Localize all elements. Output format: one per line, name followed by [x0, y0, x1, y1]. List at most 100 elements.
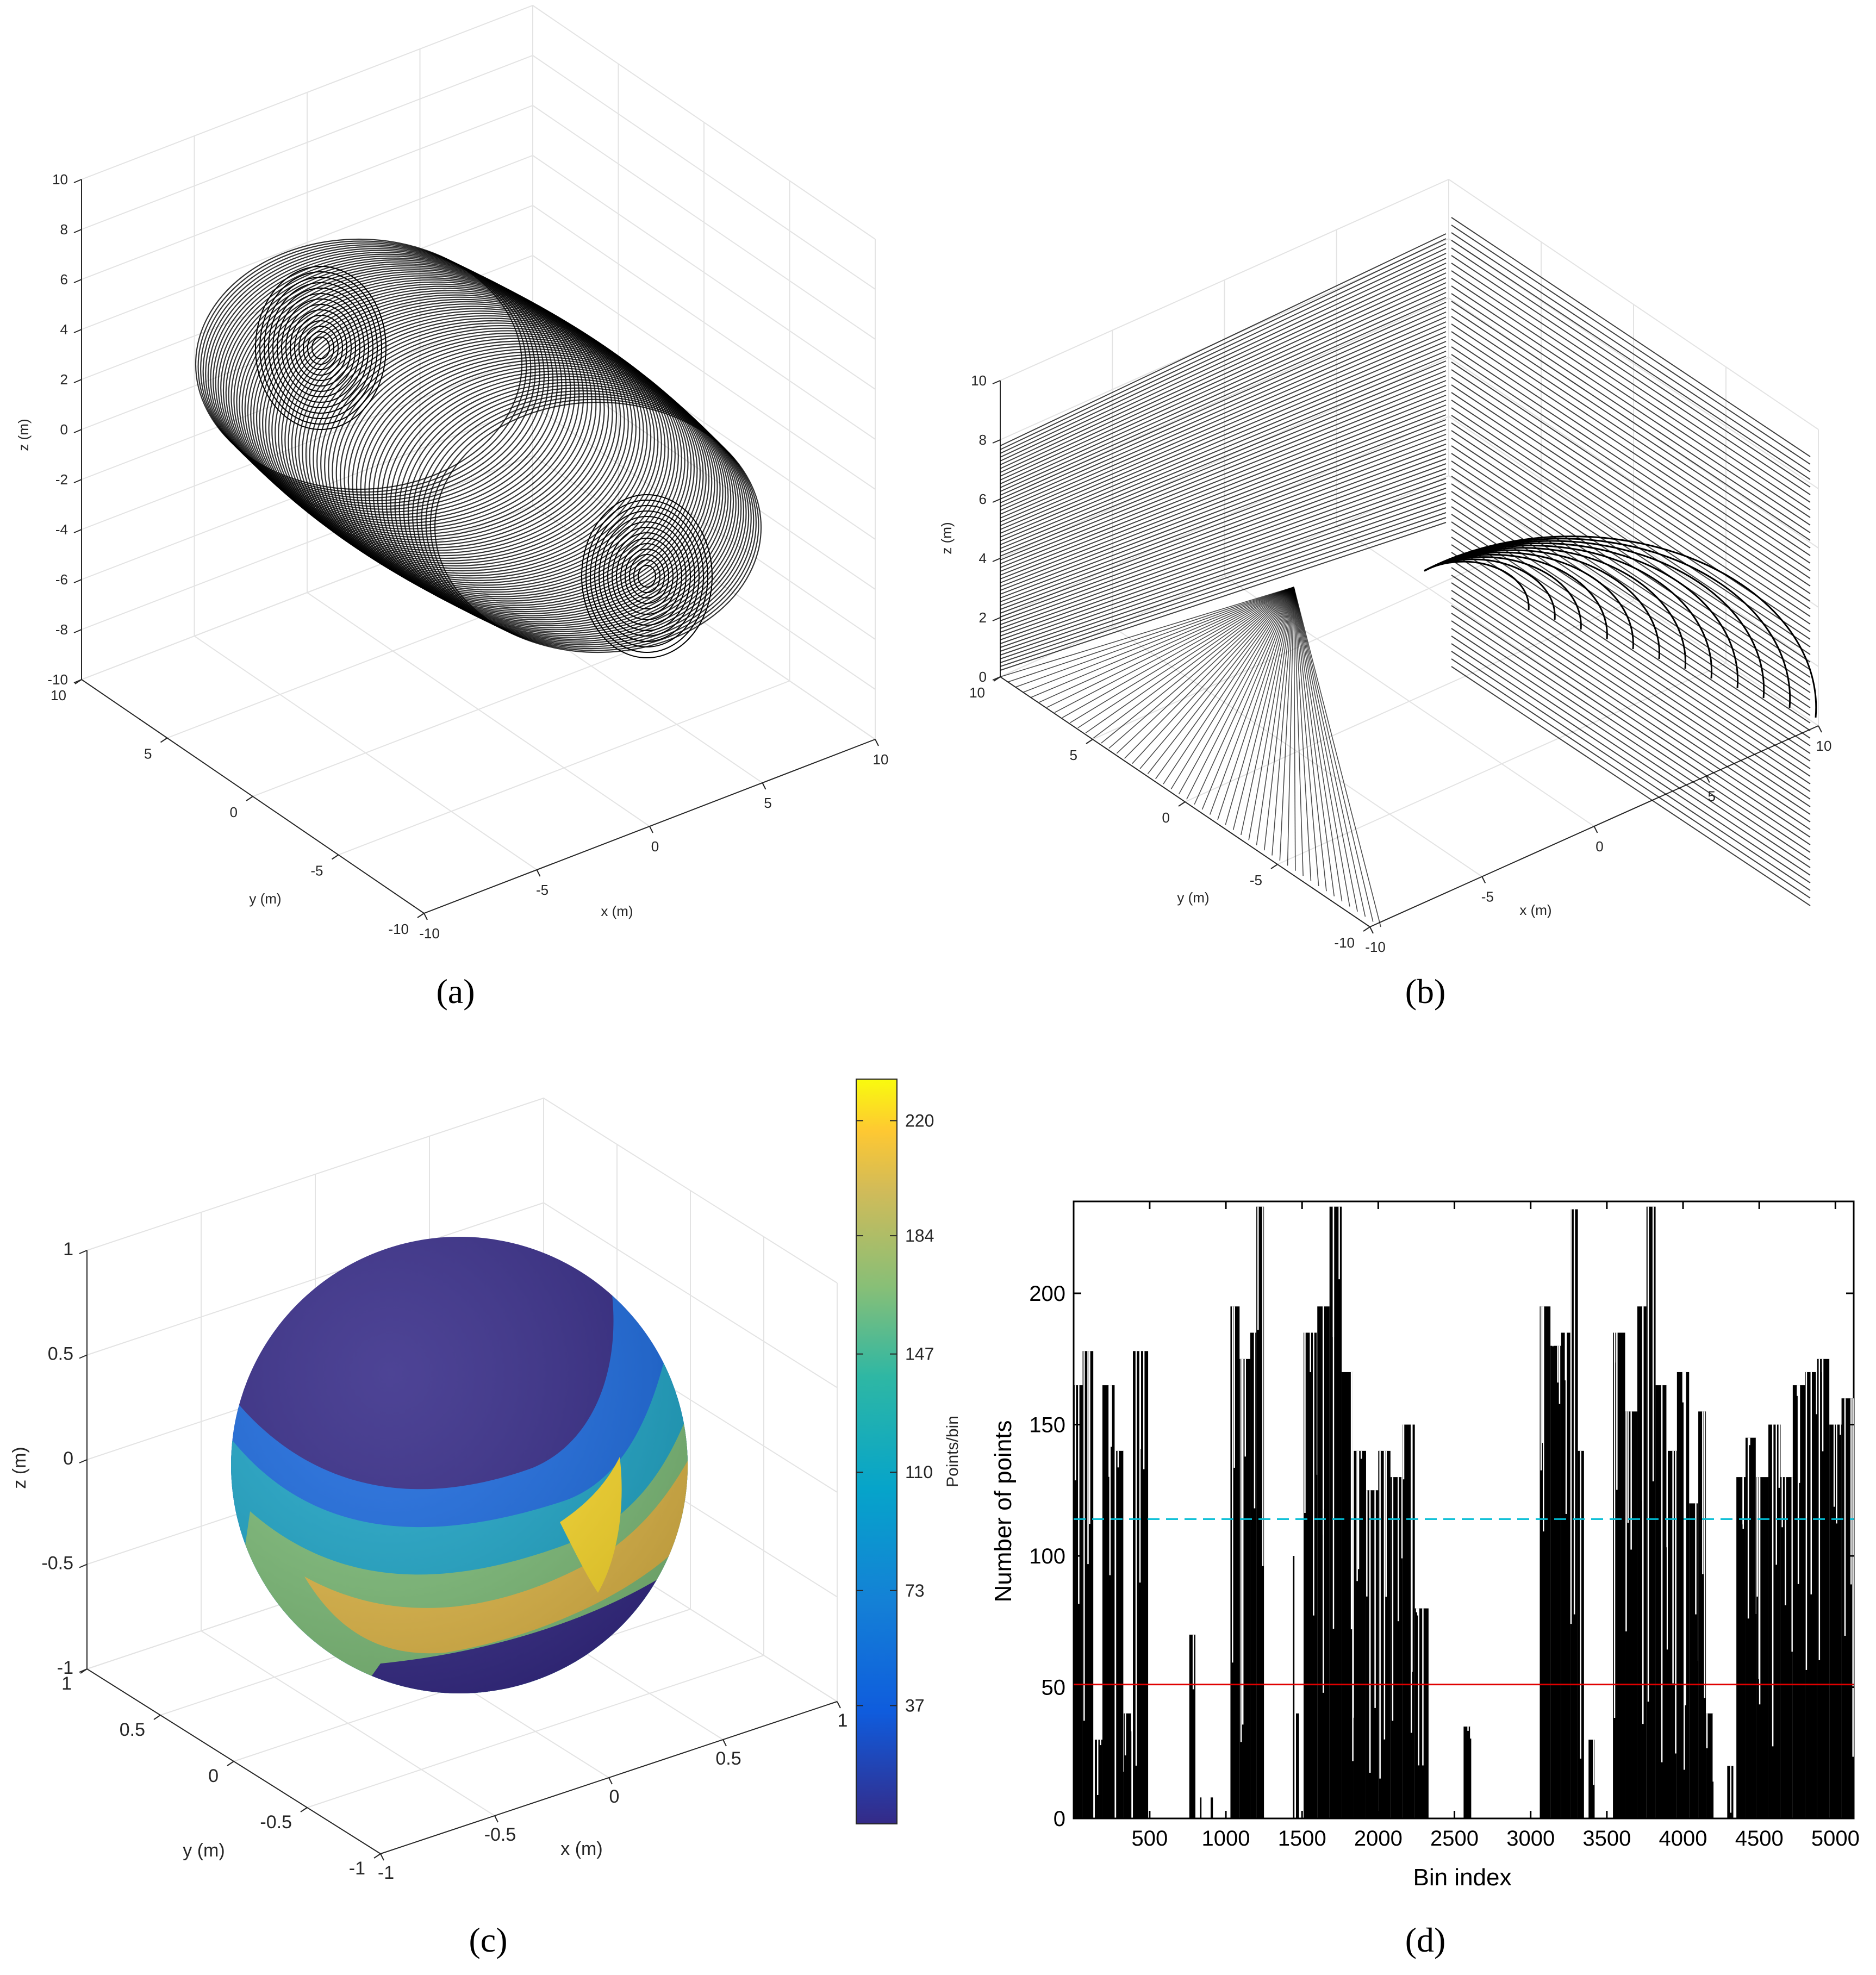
x-tick-label: 4500: [1735, 1827, 1784, 1851]
y-tick-label: 0: [1162, 809, 1170, 826]
x-tick-label: 5: [764, 795, 771, 811]
panel-b-trajectory: [1000, 217, 1817, 927]
y-tick-label: 100: [1029, 1544, 1065, 1568]
panel-c-colorbar: 37 73 110 147 184 220 Points/bin: [856, 1079, 962, 1824]
x-tick-label: 10: [1816, 738, 1832, 754]
z-tick-label: -2: [55, 471, 68, 488]
colorbar-ticks: 37 73 110 147 184 220: [856, 1111, 934, 1715]
bar-group: [1295, 1713, 1299, 1818]
colorbar-tick-label: 220: [905, 1111, 934, 1130]
bar-group: [1613, 1332, 1625, 1818]
bar-group: [1354, 1450, 1366, 1818]
z-tick-label: -8: [55, 621, 68, 638]
z-tick-label: 0: [979, 669, 987, 685]
x-tick-label: 10: [873, 751, 889, 768]
bar-group: [1841, 1398, 1854, 1818]
caption-b: (b): [1405, 972, 1446, 1011]
x-tick-label: 5: [1708, 788, 1716, 805]
panel-d-plot-area: [1073, 1200, 1855, 1820]
colorbar-tick-label: 147: [905, 1344, 934, 1364]
colorbar-tick-label: 110: [905, 1462, 933, 1482]
panel-a-y-label: y (m): [249, 890, 281, 907]
y-tick-label: 0: [208, 1766, 219, 1786]
panel-d-y-label: Number of points: [990, 1420, 1017, 1602]
z-tick-label: 1: [63, 1239, 73, 1260]
panel-b-z-ticks: 0 2 4 6 8 10: [971, 372, 1001, 685]
panel-a: -10 -8 -6 -4 -2 0 2 4 6 8 10 10 5 0 -5 -10 -10 -5 0 5 10 z…: [15, 4, 888, 1011]
panel-b-y-ticks: 10 5 0 -5 -10: [969, 676, 1370, 951]
z-tick-label: 8: [60, 221, 68, 238]
z-tick-label: 6: [979, 491, 987, 507]
colorbar-tick-label: 73: [905, 1581, 925, 1600]
panel-a-trajectory: [195, 238, 762, 658]
bar-group: [1792, 1385, 1805, 1818]
z-tick-label: 0.5: [48, 1344, 73, 1365]
y-tick-label: 0.5: [120, 1719, 145, 1740]
bar-group: [1329, 1206, 1342, 1818]
bar-group: [1200, 1797, 1202, 1818]
panel-d-x-ticks: 500 1000 1500 2000 2500 3000 3500 4000 4500 5000: [1132, 1201, 1860, 1851]
bar-group: [1463, 1726, 1472, 1818]
panel-c-x-label: x (m): [560, 1839, 602, 1859]
bar-group: [1768, 1424, 1781, 1818]
z-tick-label: 2: [60, 371, 68, 388]
bar-group: [1082, 1351, 1094, 1818]
z-tick-label: 10: [52, 171, 68, 188]
x-tick-label: -1: [378, 1862, 394, 1883]
caption-d: (d): [1405, 1921, 1446, 1959]
bar-group: [1805, 1372, 1817, 1818]
bar-group: [1780, 1477, 1793, 1818]
z-tick-label: -6: [55, 571, 68, 588]
z-tick-label: 2: [979, 609, 987, 626]
panel-c-z-label: z (m): [9, 1447, 30, 1488]
bar-group: [1745, 1437, 1756, 1818]
bar-group: [1094, 1740, 1102, 1818]
bar-group: [1293, 1556, 1295, 1818]
panel-c-x-ticks: -1 -0.5 0 0.5 1: [378, 1701, 848, 1883]
z-tick-label: 10: [971, 372, 987, 389]
y-tick-label: -5: [310, 863, 323, 879]
caption-c: (c): [469, 1921, 507, 1959]
colorbar-tick-label: 184: [905, 1226, 934, 1245]
panel-c-y-ticks: 1 0.5 0 -0.5 -1: [61, 1668, 381, 1879]
panel-a-x-ticks: -10 -5 0 5 10: [419, 739, 888, 942]
panel-d-y-ticks: 0 50 100 150 200: [1029, 1282, 1854, 1831]
y-tick-label: -10: [388, 921, 409, 937]
bar-group: [1550, 1345, 1561, 1818]
y-tick-label: -1: [349, 1858, 365, 1879]
z-tick-label: 8: [979, 432, 987, 448]
y-tick-label: -0.5: [260, 1812, 292, 1833]
bar-group: [1211, 1797, 1213, 1818]
x-tick-label: 0: [651, 838, 659, 855]
panel-c-z-ticks: -1 -0.5 0 0.5 1: [41, 1239, 88, 1678]
panel-d: 0 50 100 150 200 500 1000 1500 2000 2500 3000 3500…: [990, 1200, 1860, 1959]
panel-b-y-label: y (m): [1177, 889, 1209, 906]
y-tick-label: 150: [1029, 1413, 1065, 1437]
bar-group: [1817, 1359, 1830, 1818]
x-tick-label: 3500: [1582, 1827, 1631, 1851]
z-tick-label: -4: [55, 521, 68, 538]
y-tick-label: 5: [1070, 747, 1077, 763]
y-tick-label: -10: [1334, 934, 1355, 951]
panel-a-x-label: x (m): [601, 903, 633, 919]
bar-group: [1403, 1424, 1415, 1818]
panel-b-x-label: x (m): [1519, 902, 1551, 918]
bar-group: [1102, 1385, 1115, 1818]
panel-d-reference-lines: [1074, 1518, 1854, 1686]
z-tick-label: 0: [63, 1448, 73, 1469]
x-tick-label: 1: [838, 1710, 848, 1731]
colorbar-tick-label: 37: [905, 1696, 925, 1715]
x-tick-label: 2500: [1430, 1827, 1479, 1851]
x-tick-label: 2000: [1354, 1827, 1403, 1851]
bar-group: [1390, 1477, 1403, 1818]
z-tick-label: -0.5: [41, 1553, 73, 1574]
colorbar-label: Points/bin: [944, 1416, 962, 1487]
x-tick-label: 1000: [1202, 1827, 1250, 1851]
bar-group: [1366, 1490, 1379, 1818]
bar-group: [1588, 1740, 1595, 1818]
bar-group: [1250, 1332, 1257, 1818]
y-tick-label: 10: [969, 684, 985, 701]
x-tick-label: 5000: [1811, 1827, 1860, 1851]
